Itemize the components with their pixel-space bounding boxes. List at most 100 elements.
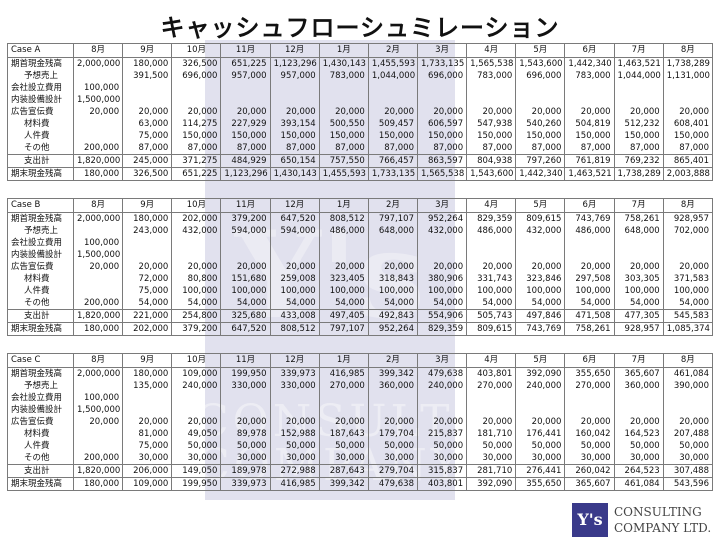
table-cell: 957,000 bbox=[269, 70, 320, 82]
table-row: その他 200,000 30,000 30,000 30,000 30,000 30,000… bbox=[7, 452, 714, 465]
table-cell bbox=[220, 237, 271, 249]
table-cell: 512,232 bbox=[613, 118, 664, 130]
table-cell: 360,000 bbox=[367, 380, 418, 392]
table-cell bbox=[171, 249, 222, 261]
row-label: 広告宣伝費 bbox=[7, 106, 74, 118]
table-cell: 150,000 bbox=[220, 130, 271, 142]
table-cell bbox=[122, 82, 173, 94]
table-cell: 221,000 bbox=[122, 309, 173, 323]
table-cell: 1,500,000 bbox=[72, 404, 124, 416]
table-cell: 1,085,374 bbox=[662, 322, 714, 336]
table-row: 予想売上 391,500 696,000 957,000 957,000 783,000 1… bbox=[7, 70, 714, 82]
table-cell bbox=[122, 392, 173, 404]
table-cell: 648,000 bbox=[613, 225, 664, 237]
table-cell: 87,000 bbox=[564, 142, 615, 155]
table-cell: 50,000 bbox=[416, 440, 468, 452]
month-header: 10月 bbox=[171, 43, 222, 58]
table-row: 材料費 81,000 49,050 89,978 152,988 187,643 179,7… bbox=[7, 428, 714, 440]
table-cell: 403,801 bbox=[466, 367, 517, 380]
table-cell: 325,680 bbox=[220, 309, 271, 323]
table-cell: 379,200 bbox=[171, 322, 222, 336]
table-cell: 20,000 bbox=[416, 416, 468, 428]
table-cell: 380,906 bbox=[416, 273, 468, 285]
table-cell: 75,000 bbox=[122, 130, 173, 142]
table-cell bbox=[613, 82, 664, 94]
table-cell bbox=[220, 249, 271, 261]
table-cell: 545,583 bbox=[662, 309, 714, 323]
table-cell bbox=[367, 82, 418, 94]
month-header: 7月 bbox=[613, 353, 664, 368]
table-cell: 49,050 bbox=[171, 428, 222, 440]
table-cell: 54,000 bbox=[318, 297, 369, 310]
table-cell: 30,000 bbox=[515, 452, 566, 465]
table-cell: 180,000 bbox=[122, 367, 173, 380]
month-header: 4月 bbox=[466, 43, 517, 58]
table-cell bbox=[171, 404, 222, 416]
table-row: その他 200,000 87,000 87,000 87,000 87,000 87,000… bbox=[7, 142, 714, 155]
table-row: 会社設立費用 100,000 bbox=[7, 237, 714, 249]
table-cell: 391,500 bbox=[122, 70, 173, 82]
table-cell: 399,342 bbox=[367, 367, 418, 380]
table-cell bbox=[318, 404, 369, 416]
table-row: 人件費 75,000 50,000 50,000 50,000 50,000 50,000 5… bbox=[7, 440, 714, 452]
table-cell: 243,000 bbox=[122, 225, 173, 237]
table-cell: 20,000 bbox=[613, 106, 664, 118]
table-cell: 1,463,521 bbox=[613, 57, 664, 70]
table-cell: 371,583 bbox=[662, 273, 714, 285]
table-cell: 200,000 bbox=[72, 452, 124, 465]
table-cell: 287,643 bbox=[318, 464, 369, 478]
table-cell: 75,000 bbox=[122, 285, 173, 297]
table-cell: 20,000 bbox=[122, 416, 173, 428]
table-cell bbox=[367, 249, 418, 261]
table-row: 予想売上 243,000 432,000 594,000 594,000 486,000 6… bbox=[7, 225, 714, 237]
table-cell: 207,488 bbox=[662, 428, 714, 440]
table-row: 期末現金残高 180,000 326,500 651,225 1,123,296 1,43… bbox=[7, 167, 714, 181]
table-cell bbox=[515, 404, 566, 416]
table-cell: 509,457 bbox=[367, 118, 418, 130]
table-cell: 865,401 bbox=[662, 154, 714, 168]
case-table: Case B 8月 9月 10月 11月 12月 1月 2月 3月 4月 5月 6月 7月 8月 期首現金残… bbox=[7, 198, 714, 336]
table-cell: 87,000 bbox=[662, 142, 714, 155]
table-row: 期末現金残高 180,000 109,000 199,950 339,973 416,98… bbox=[7, 477, 714, 491]
table-cell bbox=[416, 392, 468, 404]
table-row: 内装設備設計 1,500,000 bbox=[7, 249, 714, 261]
table-cell bbox=[269, 249, 320, 261]
row-label: 内装設備設計 bbox=[7, 404, 74, 416]
table-cell: 797,260 bbox=[515, 154, 566, 168]
table-cell: 20,000 bbox=[662, 416, 714, 428]
table-cell: 54,000 bbox=[564, 297, 615, 310]
table-cell bbox=[613, 249, 664, 261]
table-cell: 497,846 bbox=[515, 309, 566, 323]
table-cell bbox=[367, 94, 418, 106]
table-cell: 187,643 bbox=[318, 428, 369, 440]
table-cell bbox=[269, 82, 320, 94]
table-cell: 2,003,888 bbox=[662, 167, 714, 181]
table-cell: 1,430,143 bbox=[318, 57, 369, 70]
table-cell: 486,000 bbox=[466, 225, 517, 237]
table-cell: 20,000 bbox=[220, 261, 271, 273]
table-cell: 432,000 bbox=[515, 225, 566, 237]
table-cell: 20,000 bbox=[269, 416, 320, 428]
company-name: CONSULTING COMPANY LTD. bbox=[614, 504, 711, 536]
row-label: 広告宣伝費 bbox=[7, 261, 74, 273]
table-cell: 339,973 bbox=[269, 367, 320, 380]
row-label: 期末現金残高 bbox=[7, 167, 74, 181]
table-cell: 809,615 bbox=[515, 212, 566, 225]
table-cell: 100,000 bbox=[466, 285, 517, 297]
table-cell: 804,938 bbox=[466, 154, 517, 168]
table-cell: 50,000 bbox=[564, 440, 615, 452]
table-cell: 254,800 bbox=[171, 309, 222, 323]
table-cell: 100,000 bbox=[72, 392, 124, 404]
table-cell: 100,000 bbox=[515, 285, 566, 297]
row-label: 予想売上 bbox=[7, 225, 74, 237]
table-cell: 279,704 bbox=[367, 464, 418, 478]
case-table: Case A 8月 9月 10月 11月 12月 1月 2月 3月 4月 5月 6月 7月 8月 期首現金残… bbox=[7, 43, 714, 181]
table-row: 広告宣伝費 20,000 20,000 20,000 20,000 20,000 20,00… bbox=[7, 416, 714, 428]
row-label: 広告宣伝費 bbox=[7, 416, 74, 428]
table-cell bbox=[564, 249, 615, 261]
table-cell bbox=[122, 404, 173, 416]
table-cell: 30,000 bbox=[122, 452, 173, 465]
table-cell: 797,107 bbox=[367, 212, 418, 225]
table-cell bbox=[72, 285, 124, 297]
month-header: 10月 bbox=[171, 198, 222, 213]
